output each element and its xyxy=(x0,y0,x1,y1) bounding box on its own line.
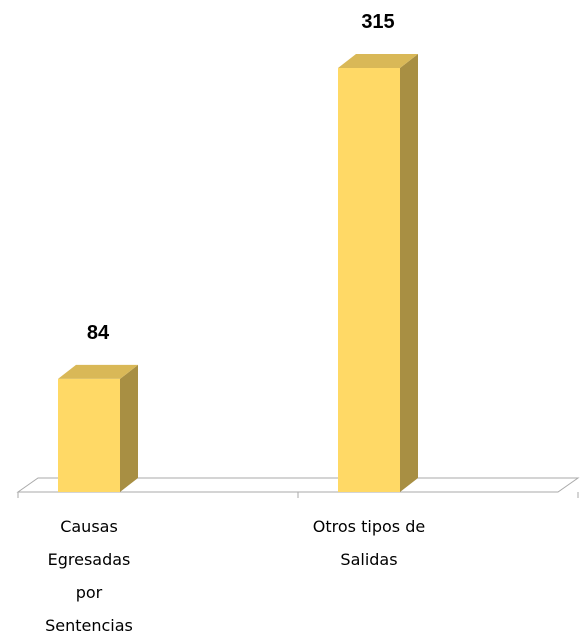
x-tick-label: Otros tipos de Salidas xyxy=(312,517,426,569)
bar-side xyxy=(400,54,418,492)
bar xyxy=(338,68,400,492)
bar-top xyxy=(338,54,418,69)
bar-top xyxy=(58,364,138,379)
x-tick-label: Causas Egresadas por Sentencias xyxy=(45,517,133,635)
value-label: 84 xyxy=(87,322,110,344)
bar xyxy=(58,378,120,492)
value-label: 315 xyxy=(361,11,394,33)
bar-side xyxy=(120,364,138,492)
